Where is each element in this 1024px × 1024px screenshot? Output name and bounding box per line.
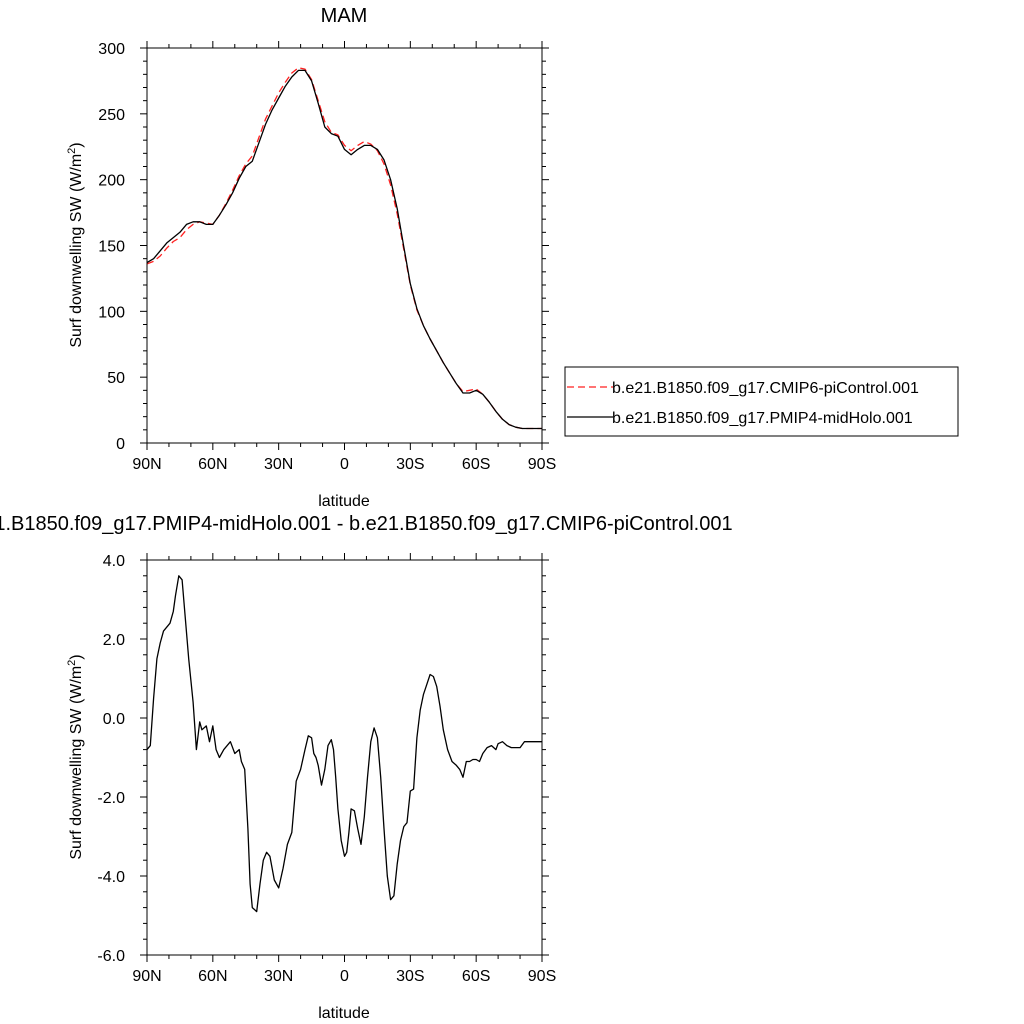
- y-tick-label: 4.0: [103, 553, 125, 570]
- top-panel-y-axis-label-text: Surf downwelling SW (W/m: [68, 154, 85, 348]
- y-tick-label: 150: [98, 239, 125, 256]
- bottom-panel-y-axis-label: Surf downwelling SW (W/m2): [66, 654, 85, 859]
- top-panel-frame: [146, 47, 543, 444]
- series-line-CMIP6-piControl: [146, 67, 542, 430]
- bottom-panel-y-axis-label-text: Surf downwelling SW (W/m: [68, 666, 85, 860]
- x-tick-label: 90N: [132, 456, 161, 473]
- y-tick-label: 100: [98, 304, 125, 321]
- x-tick-label: 0: [340, 968, 349, 985]
- y-tick-label: 0.0: [103, 711, 125, 728]
- top-panel-y-axis-label: Surf downwelling SW (W/m2): [66, 142, 85, 347]
- legend-box: [564, 366, 959, 437]
- bottom-panel-y-axis-label-close: ): [68, 654, 85, 659]
- y-tick-label: -4.0: [97, 869, 125, 886]
- top-panel-ticks: [140, 41, 549, 450]
- x-tick-label: 30N: [264, 456, 293, 473]
- top-panel-title: MAM: [321, 5, 368, 27]
- legend-label-picontrol: b.e21.B1850.f09_g17.CMIP6-piControl.001: [612, 380, 919, 397]
- y-tick-label: 300: [98, 41, 125, 58]
- x-tick-label: 90S: [528, 456, 556, 473]
- x-tick-label: 60N: [198, 968, 227, 985]
- bottom-panel-title: b.e21.B1850.f09_g17.PMIP4-midHolo.001 - …: [0, 513, 733, 535]
- top-panel-x-axis-label: latitude: [318, 493, 370, 510]
- top-panel-y-axis-label-sup: 2: [66, 148, 78, 154]
- bottom-panel: b.e21.B1850.f09_g17.PMIP4-midHolo.001 - …: [0, 513, 733, 1022]
- x-tick-label: 0: [340, 456, 349, 473]
- legend: b.e21.B1850.f09_g17.CMIP6-piControl.001 …: [564, 366, 959, 437]
- y-tick-label: 200: [98, 173, 125, 190]
- x-tick-label: 60N: [198, 456, 227, 473]
- top-panel-y-tick-labels: 0 50 100 150 200 250 300: [98, 41, 125, 453]
- bottom-panel-y-axis-label-sup: 2: [66, 660, 78, 666]
- bottom-panel-series: [146, 575, 542, 913]
- top-panel-series: [146, 67, 542, 430]
- x-tick-label: 30S: [396, 968, 424, 985]
- top-panel: MAM 90N 60N 30N 0 30S 60S 90S 0 50 100 150 200 250 3…: [66, 5, 959, 510]
- series-line-difference: [146, 575, 542, 913]
- x-tick-label: 30N: [264, 968, 293, 985]
- x-tick-label: 60S: [462, 968, 490, 985]
- bottom-panel-ticks: [140, 553, 549, 962]
- y-tick-label: -2.0: [97, 790, 125, 807]
- y-tick-label: 50: [107, 370, 125, 387]
- bottom-panel-x-axis-label: latitude: [318, 1005, 370, 1022]
- bottom-panel-x-tick-labels: 90N 60N 30N 0 30S 60S 90S: [132, 968, 556, 985]
- y-tick-label: -6.0: [97, 948, 125, 965]
- bottom-panel-y-tick-labels: -6.0 -4.0 -2.0 0.0 2.0 4.0: [97, 553, 125, 965]
- top-panel-y-axis-label-close: ): [68, 142, 85, 147]
- x-tick-label: 30S: [396, 456, 424, 473]
- x-tick-label: 90S: [528, 968, 556, 985]
- bottom-panel-frame: [146, 559, 543, 956]
- series-line-PMIP4-midHolo: [146, 69, 542, 430]
- legend-label-midholo: b.e21.B1850.f09_g17.PMIP4-midHolo.001: [612, 410, 913, 427]
- y-tick-label: 0: [116, 436, 125, 453]
- y-tick-label: 250: [98, 107, 125, 124]
- y-tick-label: 2.0: [103, 632, 125, 649]
- x-tick-label: 60S: [462, 456, 490, 473]
- x-tick-label: 90N: [132, 968, 161, 985]
- top-panel-x-tick-labels: 90N 60N 30N 0 30S 60S 90S: [132, 456, 556, 473]
